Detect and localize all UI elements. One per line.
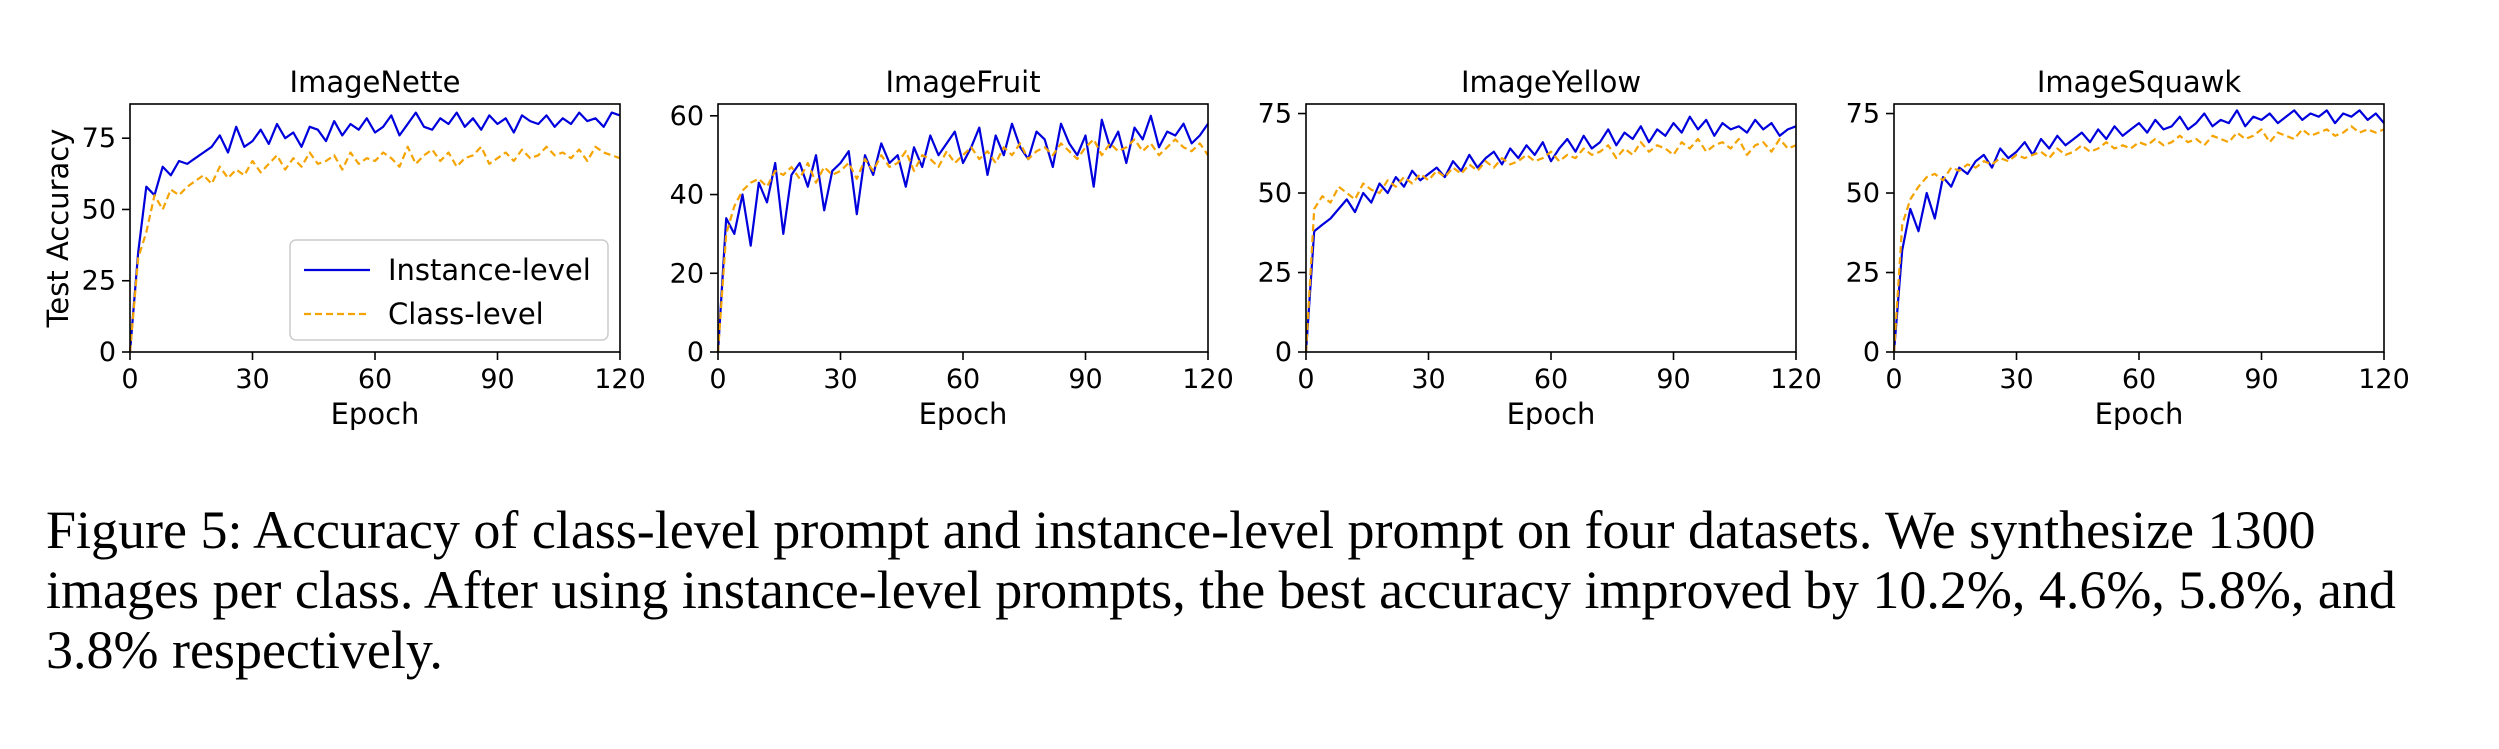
y-tick-label: 25 [82, 266, 116, 297]
chart-title: ImageYellow [1461, 65, 1641, 99]
x-axis-label: Epoch [331, 397, 420, 431]
series-line-class-level [716, 138, 1209, 353]
plot-frame [717, 103, 1209, 353]
legend: Instance-level Class-level [289, 239, 609, 341]
chart-title: ImageNette [290, 65, 461, 99]
x-tick-label: 120 [594, 364, 646, 395]
x-tick-label: 0 [709, 364, 726, 395]
y-tick-label: 0 [687, 337, 704, 368]
series-line-instance-level [716, 114, 1209, 353]
y-tick-label: 0 [99, 337, 116, 368]
x-tick-label: 0 [1297, 364, 1314, 395]
x-axis-label: Epoch [1507, 397, 1596, 431]
series-line-instance-level [128, 111, 621, 353]
y-tick-label: 25 [1258, 258, 1292, 289]
y-tick-label: 75 [1258, 99, 1292, 130]
legend-box [289, 239, 609, 341]
chart-panel-3: 0 30 60 90 120 0 25 50 75 ImageYellow Epoch [1258, 65, 1822, 431]
y-tick-label: 75 [1846, 99, 1880, 130]
y-tick-label: 50 [82, 194, 116, 225]
chart-panel-1: 0 30 60 90 120 0 25 50 75 ImageNette Epoch Test Acc… [41, 65, 646, 431]
legend-label: Instance-level [388, 253, 591, 287]
x-tick-label: 120 [2358, 364, 2410, 395]
x-axis-label: Epoch [2095, 397, 2184, 431]
y-tick-label: 75 [82, 123, 116, 154]
figure-panels: 0 30 60 90 120 0 25 50 75 ImageNette Epoch Test Acc… [41, 65, 2410, 431]
y-tick-label: 20 [670, 258, 704, 289]
series-line-class-level [1892, 125, 2385, 353]
y-tick-label: 50 [1846, 178, 1880, 209]
x-tick-label: 60 [946, 364, 980, 395]
x-axis-label: Epoch [919, 397, 1008, 431]
y-axis-label: Test Accuracy [41, 129, 75, 329]
y-tick-label: 25 [1846, 258, 1880, 289]
chart-panel-4: 0 30 60 90 120 0 25 50 75 ImageSquawk Epoch [1846, 65, 2410, 431]
x-tick-label: 30 [235, 364, 269, 395]
x-tick-label: 30 [1999, 364, 2033, 395]
x-tick-label: 120 [1770, 364, 1822, 395]
x-tick-label: 0 [121, 364, 138, 395]
x-tick-label: 30 [1411, 364, 1445, 395]
x-tick-label: 90 [2244, 364, 2278, 395]
x-tick-label: 30 [823, 364, 857, 395]
y-tick-label: 60 [670, 101, 704, 132]
figure-caption: Figure 5: Accuracy of class-level prompt… [46, 500, 2396, 680]
x-tick-label: 60 [1534, 364, 1568, 395]
plot-frame [1893, 103, 2385, 353]
y-tick-label: 50 [1258, 178, 1292, 209]
y-tick-label: 40 [670, 180, 704, 211]
x-tick-label: 90 [1068, 364, 1102, 395]
series-line-instance-level [1892, 109, 2385, 353]
legend-label: Class-level [388, 297, 544, 331]
chart-title: ImageSquawk [2037, 65, 2242, 99]
chart-panel-2: 0 30 60 90 120 0 20 40 60 ImageFruit Epoch [670, 65, 1234, 431]
chart-title: ImageFruit [885, 65, 1040, 99]
x-tick-label: 60 [2122, 364, 2156, 395]
x-tick-label: 90 [480, 364, 514, 395]
y-tick-label: 0 [1863, 337, 1880, 368]
series-line-instance-level [1304, 115, 1797, 353]
x-tick-label: 0 [1885, 364, 1902, 395]
x-tick-label: 120 [1182, 364, 1234, 395]
series-line-class-level [128, 145, 621, 353]
x-tick-label: 90 [1656, 364, 1690, 395]
series-line-class-level [1304, 137, 1797, 353]
x-tick-label: 60 [358, 364, 392, 395]
y-tick-label: 0 [1275, 337, 1292, 368]
